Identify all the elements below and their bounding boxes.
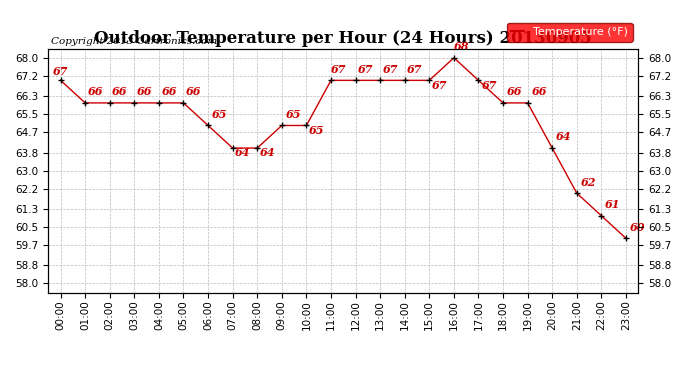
Text: 62: 62 xyxy=(580,177,596,188)
Text: 67: 67 xyxy=(358,64,373,75)
Text: 66: 66 xyxy=(112,86,128,97)
Title: Outdoor Temperature per Hour (24 Hours) 20130905: Outdoor Temperature per Hour (24 Hours) … xyxy=(95,30,592,47)
Text: 64: 64 xyxy=(556,131,571,142)
Text: 66: 66 xyxy=(531,86,546,97)
Text: 67: 67 xyxy=(482,80,497,90)
Text: 67: 67 xyxy=(407,64,423,75)
Text: 60: 60 xyxy=(630,222,645,233)
Text: 68: 68 xyxy=(454,41,469,52)
Text: 67: 67 xyxy=(432,80,447,90)
Text: 66: 66 xyxy=(506,86,522,97)
Text: 66: 66 xyxy=(186,86,201,97)
Text: 65: 65 xyxy=(286,109,301,120)
Legend: Temperature (°F): Temperature (°F) xyxy=(506,22,633,42)
Text: 64: 64 xyxy=(235,147,250,158)
Text: 67: 67 xyxy=(382,64,398,75)
Text: 66: 66 xyxy=(161,86,177,97)
Text: 66: 66 xyxy=(137,86,152,97)
Text: 64: 64 xyxy=(259,147,275,158)
Text: 61: 61 xyxy=(605,199,620,210)
Text: 65: 65 xyxy=(309,124,324,136)
Text: 66: 66 xyxy=(88,86,103,97)
Text: 67: 67 xyxy=(331,64,346,75)
Text: Copyright 2013 Cartronics.com: Copyright 2013 Cartronics.com xyxy=(51,38,217,46)
Text: 67: 67 xyxy=(53,66,69,77)
Text: 65: 65 xyxy=(212,109,227,120)
